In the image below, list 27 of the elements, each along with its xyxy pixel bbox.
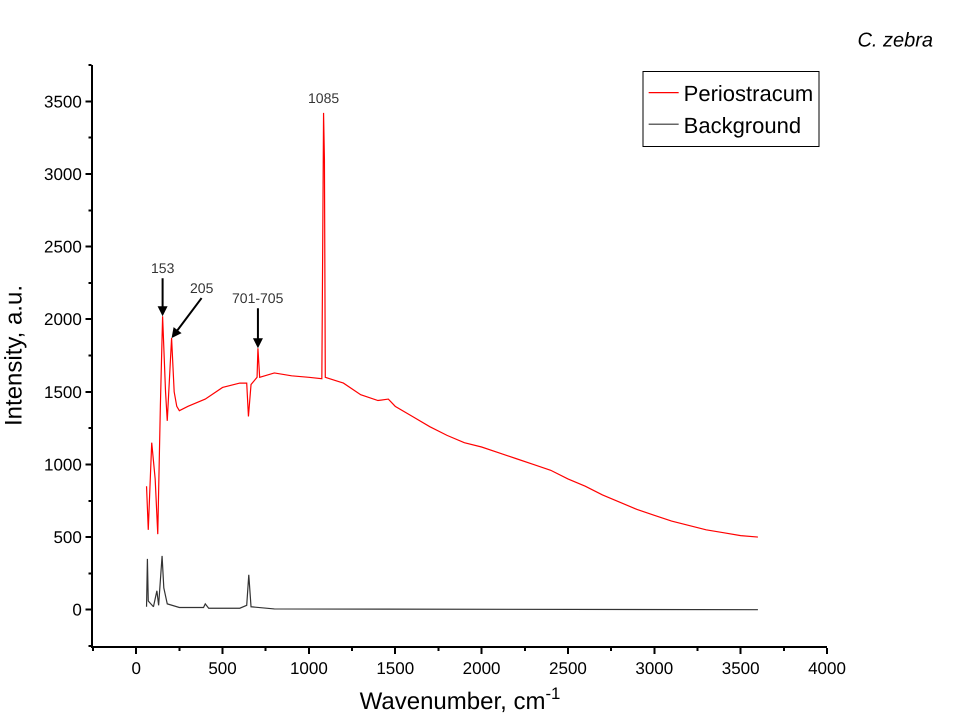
x-tick-label: 4000 <box>808 659 846 678</box>
y-axis-title: Intensity, a.u. <box>0 285 28 426</box>
x-axis-title: Wavenumber, cm$^{-1}$ <box>360 684 560 715</box>
x-tick-label: 0 <box>131 659 141 678</box>
y-tick-label: 0 <box>72 600 82 620</box>
annotation: 1085 <box>308 90 340 106</box>
y-tick-label: 2500 <box>44 238 82 257</box>
legend-label: Periostracum <box>684 81 814 106</box>
x-tick-label: 500 <box>208 659 237 678</box>
x-tick-label: 3000 <box>635 659 674 678</box>
y-tick-label: 1500 <box>44 382 82 402</box>
legend-label: Background <box>684 112 802 138</box>
x-tick-label: 3500 <box>722 659 760 678</box>
y-tick-label: 2000 <box>44 310 82 330</box>
y-tick-label: 500 <box>53 528 82 548</box>
annotation: 205 <box>190 280 214 296</box>
annotation: 701-705 <box>232 290 284 306</box>
y-tick-label: 1000 <box>44 455 82 474</box>
y-tick-label: 3000 <box>44 164 82 184</box>
x-tick-label: 1000 <box>290 659 328 678</box>
x-tick-label: 2000 <box>462 659 501 678</box>
line-series <box>146 555 759 610</box>
annotation: 153 <box>151 260 175 276</box>
x-tick-label: 2500 <box>549 659 587 678</box>
y-tick-label: 3500 <box>44 92 82 112</box>
text: C. zebra <box>857 29 934 52</box>
x-tick-label: 1500 <box>376 659 414 678</box>
